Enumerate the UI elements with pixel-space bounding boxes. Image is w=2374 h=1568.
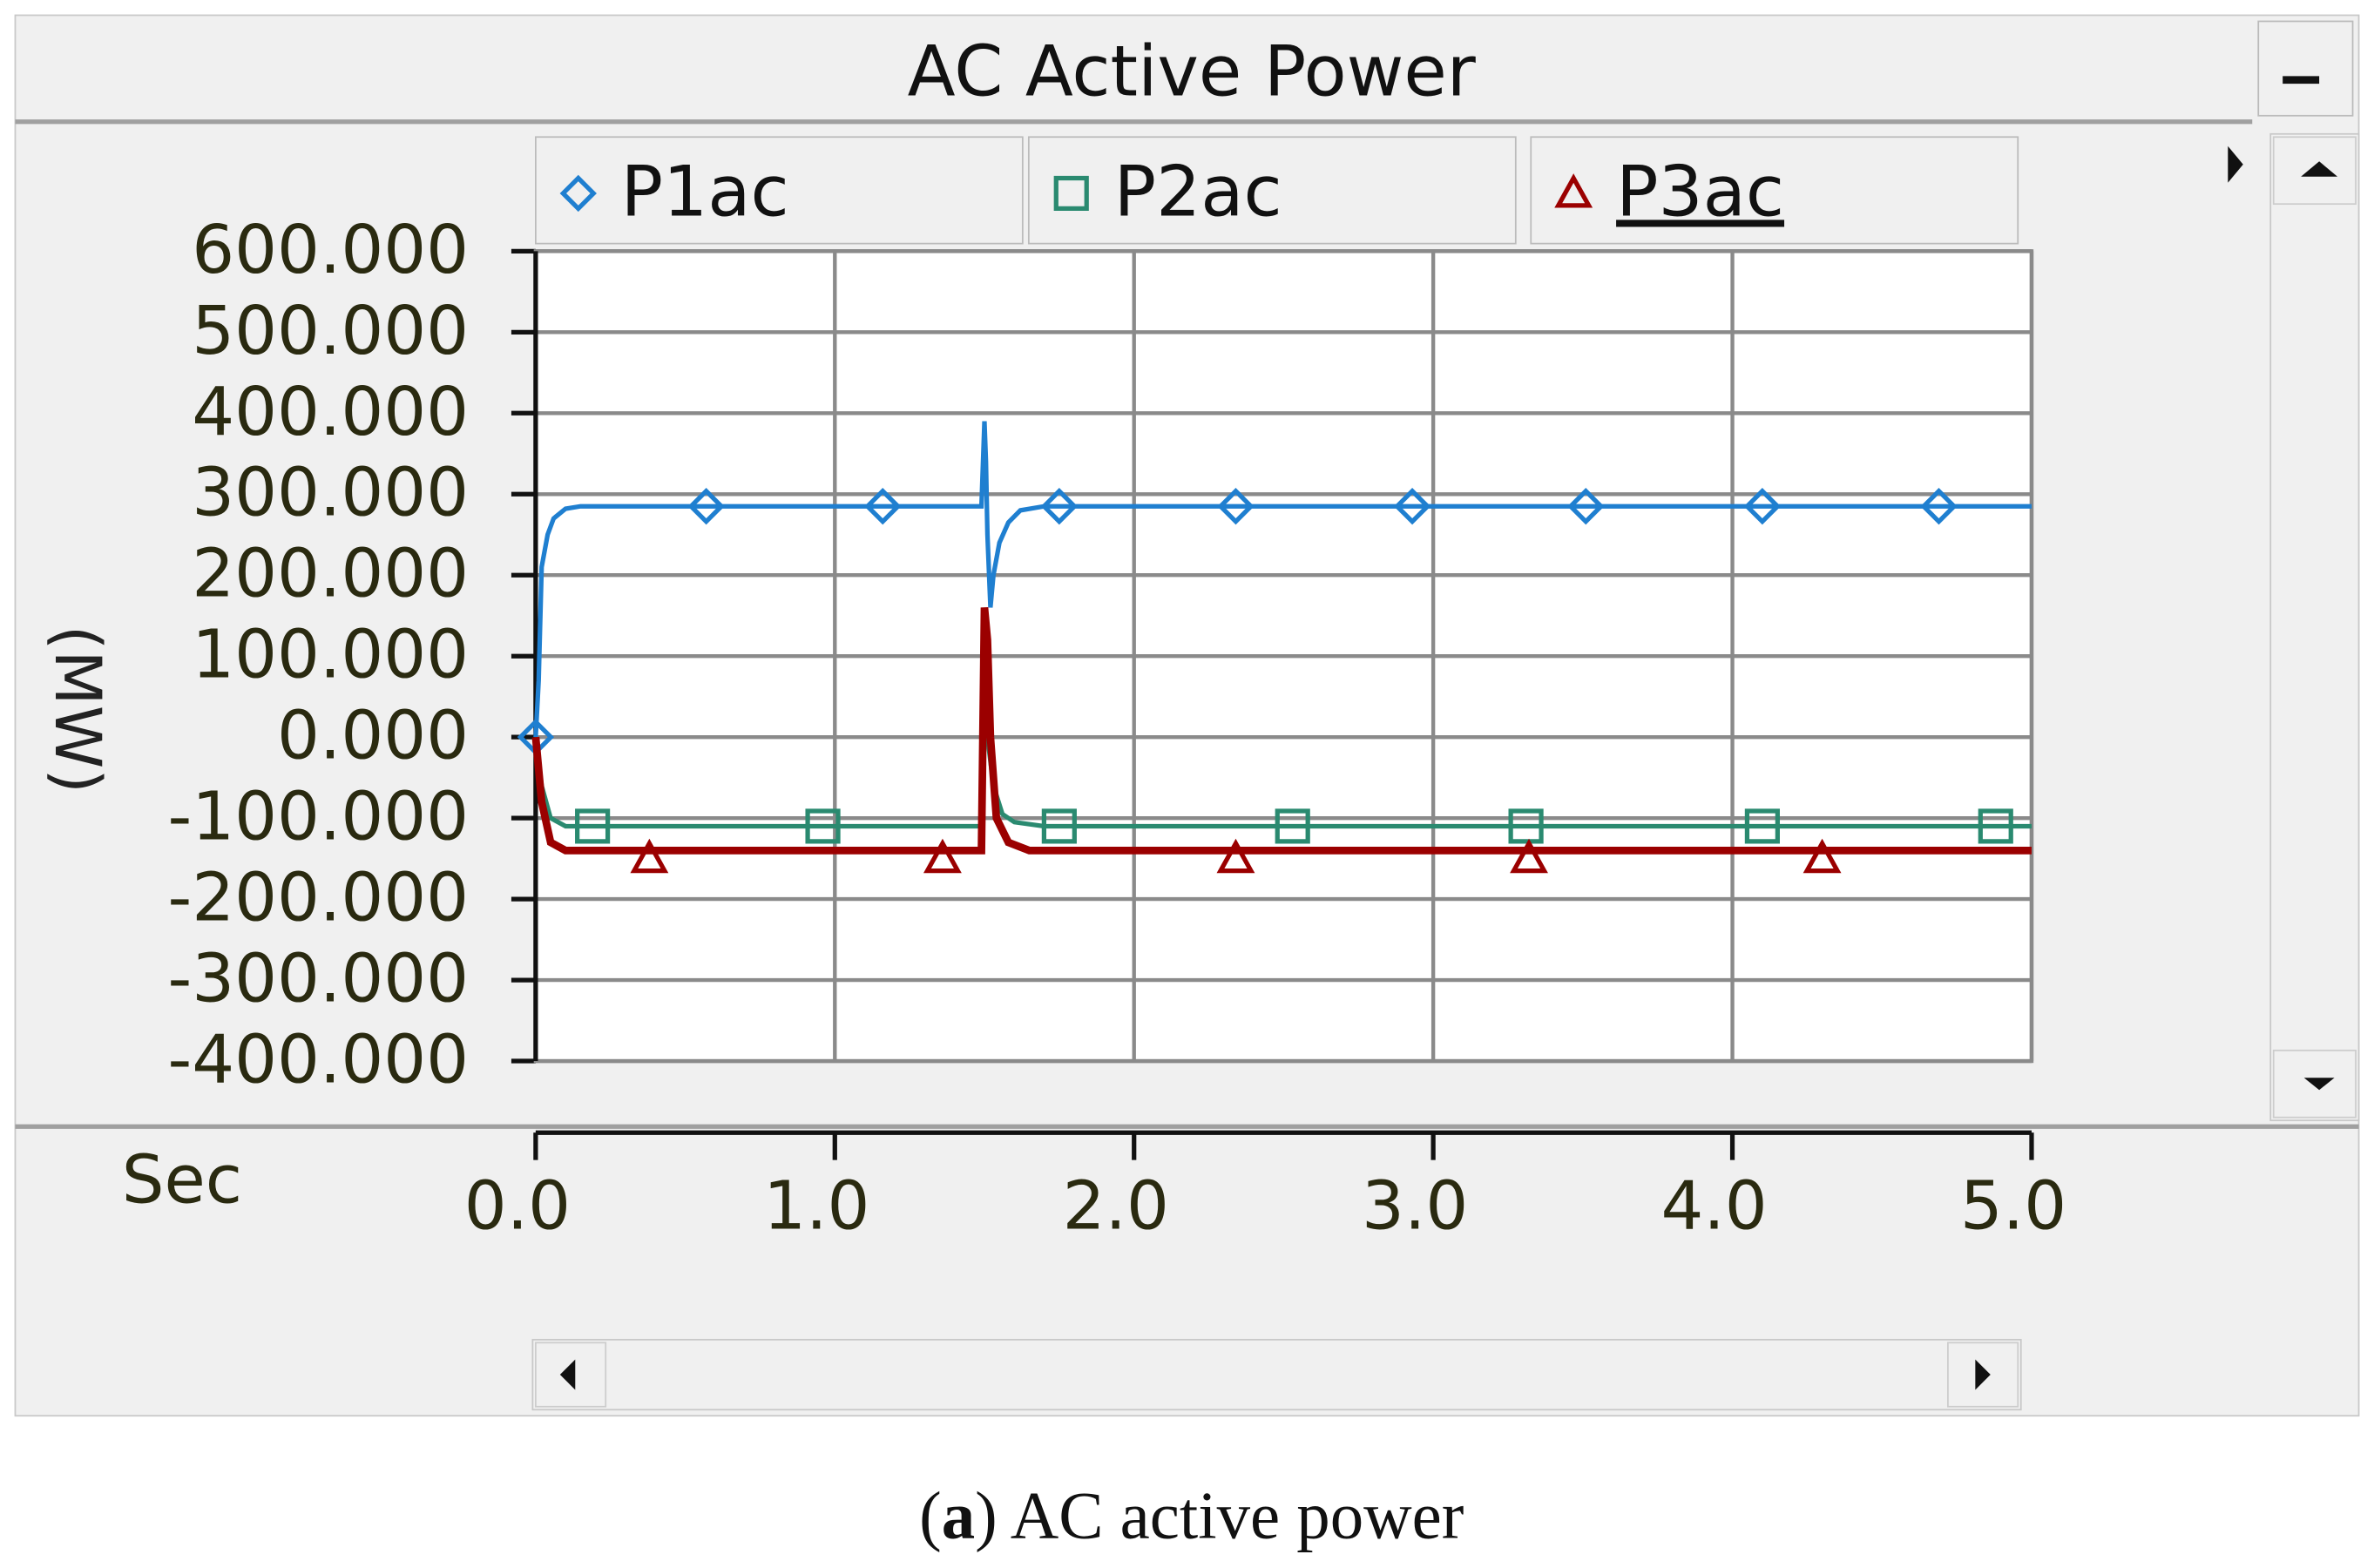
y-tick-label: 100.000	[192, 617, 469, 694]
legend-label: P3ac	[1616, 150, 1784, 232]
series-line	[533, 421, 2032, 738]
marker	[1567, 488, 1605, 525]
scroll-left-icon	[559, 1359, 576, 1390]
caption-open: (	[919, 1478, 942, 1552]
y-tick-label: 400.000	[192, 374, 469, 451]
legend-tab[interactable]	[1027, 136, 1517, 245]
marker	[630, 838, 669, 874]
y-tick-label: -100.000	[168, 779, 470, 856]
x-tick-label: 1.0	[763, 1167, 869, 1245]
y-tick-label: 600.000	[192, 212, 469, 289]
marker	[1978, 808, 2013, 844]
minimize-button[interactable]	[2257, 20, 2354, 117]
y-axis-label: (MW)	[40, 625, 114, 794]
marker	[1744, 808, 1780, 844]
legend-label: P1ac	[621, 150, 789, 232]
y-tick-label: 300.000	[192, 455, 469, 532]
marker	[1920, 488, 1958, 525]
scroll-down-icon	[2303, 1078, 2335, 1091]
y-tick-label: 500.000	[192, 293, 469, 370]
legend-marker	[559, 174, 597, 213]
marker	[1216, 838, 1255, 874]
horizontal-scrollbar[interactable]	[531, 1338, 2022, 1411]
x-tick-label: 4.0	[1660, 1167, 1767, 1245]
y-tick-label: -400.000	[168, 1022, 470, 1099]
marker	[923, 838, 962, 874]
marker	[1393, 488, 1431, 525]
y-tick-label: 200.000	[192, 536, 469, 613]
y-tick-label: -300.000	[168, 941, 470, 1018]
marker	[1041, 808, 1077, 844]
legend-scroll-right[interactable]	[2228, 145, 2243, 183]
caption: (a) AC active power	[919, 1478, 1464, 1552]
scroll-right[interactable]	[1947, 1342, 2019, 1408]
scroll-right-icon	[1975, 1359, 1991, 1390]
minimize-icon	[2283, 76, 2320, 84]
legend-marker	[1554, 173, 1593, 208]
marker	[1510, 838, 1548, 874]
legend-tab[interactable]	[534, 136, 1024, 245]
scroll-left[interactable]	[534, 1342, 607, 1408]
legend-tab[interactable]	[1530, 136, 2019, 245]
marker	[1508, 808, 1544, 844]
x-tick-label: 2.0	[1063, 1167, 1169, 1245]
caption-label: a	[942, 1478, 975, 1552]
marker	[1275, 808, 1310, 844]
caption-text: ) AC active power	[975, 1478, 1464, 1552]
legend-marker	[1053, 175, 1089, 212]
x-tick-label: 3.0	[1362, 1167, 1468, 1245]
marker	[575, 808, 611, 844]
legend-label: P2ac	[1114, 150, 1282, 232]
marker	[1040, 488, 1079, 525]
marker	[1743, 488, 1782, 525]
series-line	[531, 607, 2032, 855]
scroll-up-icon	[2301, 161, 2338, 177]
x-tick-label: 0.0	[464, 1167, 571, 1245]
marker	[1802, 838, 1842, 874]
x-tick-label: 5.0	[1960, 1167, 2066, 1245]
y-tick-label: 0.000	[277, 698, 469, 775]
marker	[805, 808, 841, 844]
marker	[864, 488, 902, 525]
marker	[687, 488, 725, 525]
panel-title: AC Active Power	[908, 30, 1477, 112]
x-axis-label: Sec	[122, 1142, 242, 1220]
y-tick-label: -200.000	[168, 860, 470, 937]
vertical-scrollbar[interactable]	[2269, 132, 2360, 1122]
marker	[1217, 488, 1255, 525]
